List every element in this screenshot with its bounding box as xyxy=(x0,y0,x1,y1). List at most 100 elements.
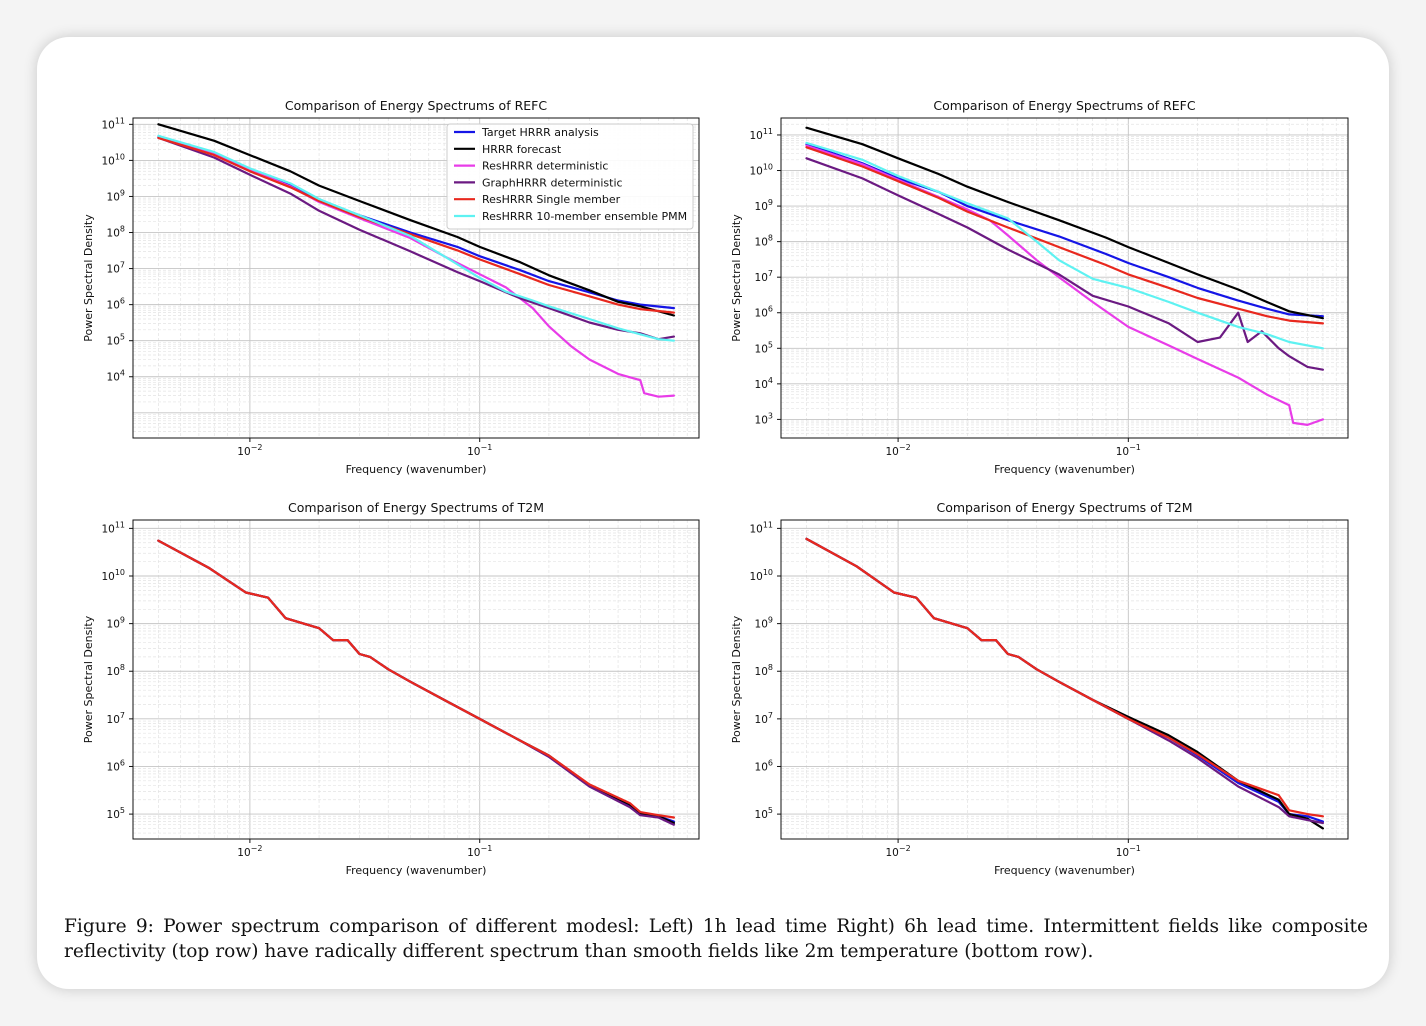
y-tick-label: 106 xyxy=(107,297,125,312)
y-tick-label: 1010 xyxy=(101,568,125,583)
x-tick-base: 10 xyxy=(467,446,480,458)
y-tick-exponent: 7 xyxy=(120,261,125,270)
x-tick-label: 10−2 xyxy=(886,844,911,859)
x-tick-exponent: −2 xyxy=(251,844,263,853)
y-tick-base: 10 xyxy=(107,191,120,203)
legend-box xyxy=(446,123,694,230)
y-tick-exponent: 10 xyxy=(115,568,125,577)
legend-label-1: HRRR forecast xyxy=(482,143,562,156)
series-line-5 xyxy=(157,134,676,342)
x-tick-base: 10 xyxy=(467,847,480,859)
y-tick-base: 10 xyxy=(101,155,114,167)
y-tick-exponent: 9 xyxy=(768,198,773,207)
y-tick-exponent: 8 xyxy=(120,225,125,234)
y-tick-label: 105 xyxy=(107,806,125,821)
y-tick-base: 10 xyxy=(107,264,120,276)
x-tick-exponent: −1 xyxy=(1129,443,1141,452)
series-line-3 xyxy=(157,539,676,819)
y-tick-exponent: 9 xyxy=(120,616,125,625)
chart-t2m-1h: 10−2 10−110510610710810910101011Compariso… xyxy=(82,500,700,877)
series-line-4 xyxy=(805,146,1325,325)
x-tick-exponent: −1 xyxy=(480,443,492,452)
y-tick-base: 10 xyxy=(749,523,762,535)
y-tick-base: 10 xyxy=(101,571,114,583)
legend-label-3: GraphHRRR deterministic xyxy=(482,176,623,189)
y-tick-base: 10 xyxy=(755,308,768,320)
chart-title: Comparison of Energy Spectrums of T2M xyxy=(936,500,1192,515)
y-tick-exponent: 8 xyxy=(768,663,773,672)
legend-label-0: Target HRRR analysis xyxy=(481,126,599,139)
x-tick-label: 10−2 xyxy=(237,443,262,458)
y-tick-label: 107 xyxy=(755,269,773,284)
y-tick-base: 10 xyxy=(749,130,762,142)
y-axis-label: Power Spectral Density xyxy=(82,615,95,743)
y-tick-exponent: 4 xyxy=(120,369,125,378)
y-tick-base: 10 xyxy=(755,272,768,284)
y-tick-label: 105 xyxy=(755,340,773,355)
x-tick-exponent: −1 xyxy=(1129,844,1141,853)
y-tick-label: 109 xyxy=(107,188,125,203)
y-tick-label: 1011 xyxy=(749,127,773,142)
y-tick-label: 107 xyxy=(755,711,773,726)
x-axis-label: Frequency (wavenumber) xyxy=(994,463,1135,476)
y-tick-base: 10 xyxy=(107,228,120,240)
x-tick-base: 10 xyxy=(886,847,899,859)
y-tick-exponent: 10 xyxy=(763,163,773,172)
x-tick-label: 10−1 xyxy=(1116,844,1141,859)
y-tick-label: 1010 xyxy=(101,152,125,167)
x-tick-label: 10−1 xyxy=(467,443,492,458)
series-line-3 xyxy=(805,157,1325,371)
x-tick-exponent: −1 xyxy=(480,844,492,853)
y-tick-exponent: 5 xyxy=(768,340,773,349)
x-tick-base: 10 xyxy=(1116,847,1129,859)
y-tick-base: 10 xyxy=(107,372,120,384)
x-axis-label: Frequency (wavenumber) xyxy=(994,864,1135,877)
y-tick-exponent: 6 xyxy=(768,758,773,767)
y-tick-exponent: 3 xyxy=(768,411,773,420)
y-tick-base: 10 xyxy=(107,336,120,348)
y-tick-label: 107 xyxy=(107,711,125,726)
grid xyxy=(133,520,700,840)
y-tick-label: 109 xyxy=(755,198,773,213)
y-tick-base: 10 xyxy=(755,414,768,426)
legend-label-5: ResHRRR 10-member ensemble PMM xyxy=(482,210,687,223)
series-line-0 xyxy=(805,537,1325,823)
x-tick-label: 10−1 xyxy=(1116,443,1141,458)
y-tick-label: 1010 xyxy=(749,568,773,583)
y-tick-base: 10 xyxy=(749,571,762,583)
y-tick-exponent: 8 xyxy=(768,234,773,243)
y-tick-base: 10 xyxy=(755,343,768,355)
x-tick-base: 10 xyxy=(886,446,899,458)
y-axis-label: Power Spectral Density xyxy=(730,615,743,743)
y-tick-exponent: 6 xyxy=(768,305,773,314)
y-tick-base: 10 xyxy=(107,809,120,821)
chart-title: Comparison of Energy Spectrums of REFC xyxy=(285,98,547,113)
y-tick-label: 1011 xyxy=(749,520,773,535)
y-tick-exponent: 5 xyxy=(120,333,125,342)
y-tick-base: 10 xyxy=(755,237,768,249)
x-tick-exponent: −2 xyxy=(251,443,263,452)
series-line-0 xyxy=(157,539,676,823)
y-tick-base: 10 xyxy=(107,300,120,312)
y-tick-base: 10 xyxy=(755,714,768,726)
y-tick-exponent: 11 xyxy=(115,520,125,529)
series-line-5 xyxy=(805,141,1325,350)
y-tick-label: 109 xyxy=(107,616,125,631)
series-line-0 xyxy=(805,143,1325,318)
y-tick-base: 10 xyxy=(107,619,120,631)
chart-refc-1h: 10−2 10−110410510610710810910101011Compar… xyxy=(82,98,700,476)
y-tick-base: 10 xyxy=(755,761,768,773)
y-tick-label: 109 xyxy=(755,616,773,631)
chart-title: Comparison of Energy Spectrums of T2M xyxy=(288,500,544,515)
legend-label-4: ResHRRR Single member xyxy=(482,193,621,206)
x-tick-exponent: −2 xyxy=(899,844,911,853)
x-tick-base: 10 xyxy=(237,446,250,458)
y-tick-exponent: 11 xyxy=(763,127,773,136)
y-tick-label: 1011 xyxy=(101,520,125,535)
axes-frame xyxy=(780,117,1349,439)
legend-label-2: ResHRRR deterministic xyxy=(482,160,608,173)
legend: Target HRRR analysis HRRR forecast ResHRRR… xyxy=(446,123,694,230)
y-tick-label: 1010 xyxy=(749,163,773,178)
y-tick-base: 10 xyxy=(101,119,114,131)
